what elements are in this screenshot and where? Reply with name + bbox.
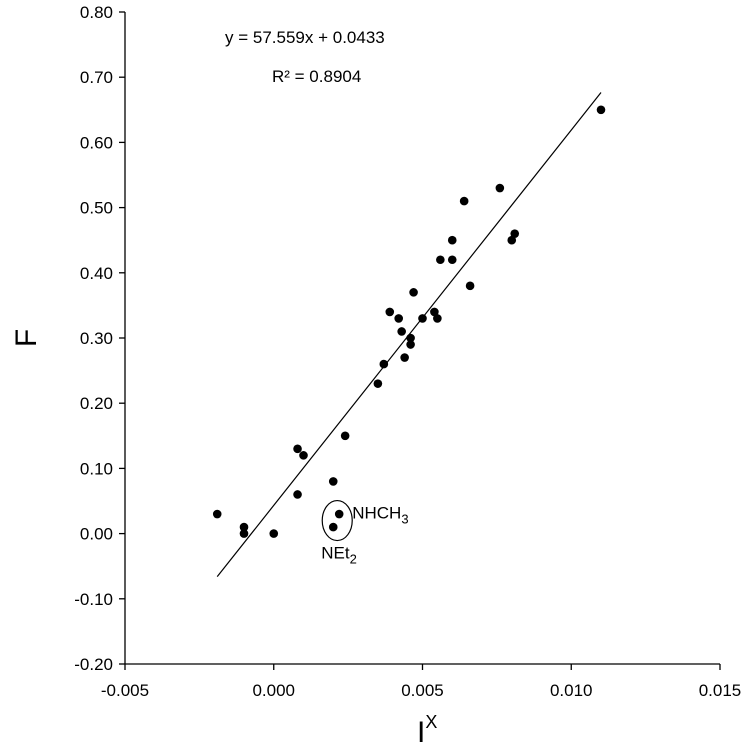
y-ticks: -0.20 -0.10 0.00 0.10 0.20 0.30 0.40 0.50 0.60 0.… bbox=[74, 3, 125, 674]
y-tick-label: 0.60 bbox=[80, 133, 113, 152]
data-point bbox=[293, 490, 302, 499]
data-point bbox=[394, 314, 404, 323]
x-axis-title-sup: X bbox=[425, 712, 437, 732]
data-point bbox=[406, 333, 415, 343]
data-point bbox=[430, 307, 439, 317]
r-squared: R² = 0.8904 bbox=[272, 67, 361, 86]
y-axis-title: F bbox=[10, 329, 43, 347]
data-point bbox=[418, 314, 427, 323]
data-point bbox=[507, 235, 517, 245]
circled-points-highlight bbox=[321, 499, 353, 542]
data-point bbox=[465, 281, 475, 291]
data-point bbox=[379, 359, 389, 369]
data-point bbox=[596, 105, 606, 115]
x-tick-label: 0.010 bbox=[550, 681, 593, 700]
data-point bbox=[269, 529, 279, 538]
x-tick-label: 0.000 bbox=[252, 681, 295, 700]
x-tick-label: -0.005 bbox=[101, 681, 149, 700]
y-tick-label: 0.50 bbox=[80, 199, 113, 218]
y-tick-label: 0.40 bbox=[80, 264, 113, 283]
data-point bbox=[328, 522, 338, 532]
data-point bbox=[328, 477, 338, 486]
data-point bbox=[409, 288, 418, 297]
y-tick-label: -0.10 bbox=[74, 590, 113, 609]
data-point bbox=[239, 529, 249, 538]
data-point bbox=[397, 327, 406, 336]
x-tick-label: 0.015 bbox=[699, 681, 742, 700]
point-label-nhch3-sub: 3 bbox=[401, 512, 408, 527]
y-tick-label: 0.20 bbox=[80, 394, 113, 413]
data-point bbox=[436, 255, 445, 265]
x-tick-label: 0.005 bbox=[401, 681, 444, 700]
y-tick-label: 0.10 bbox=[80, 459, 113, 478]
data-point bbox=[299, 451, 308, 460]
axes bbox=[124, 12, 720, 665]
y-tick-label: 0.80 bbox=[80, 3, 113, 22]
data-point bbox=[212, 509, 222, 519]
point-label-net2-sub: 2 bbox=[350, 552, 357, 567]
data-point bbox=[340, 431, 350, 441]
data-point bbox=[459, 196, 469, 206]
data-point bbox=[433, 314, 442, 323]
data-point bbox=[447, 235, 457, 245]
y-tick-label: -0.20 bbox=[74, 655, 113, 674]
point-label-nhch3: NHCH3 bbox=[352, 504, 408, 527]
data-point bbox=[495, 183, 505, 193]
data-point bbox=[334, 509, 344, 519]
data-points bbox=[212, 105, 606, 538]
data-point bbox=[293, 444, 302, 454]
point-label-net2-main: NEt bbox=[321, 544, 350, 563]
data-point bbox=[373, 379, 383, 388]
data-point bbox=[239, 522, 249, 532]
regression-equation: y = 57.559x + 0.0433 bbox=[225, 28, 385, 47]
data-point bbox=[385, 307, 395, 317]
x-axis-title: IX bbox=[417, 712, 437, 748]
x-axis-title-main: I bbox=[417, 716, 425, 748]
y-tick-label: 0.70 bbox=[80, 68, 113, 87]
data-point bbox=[400, 353, 409, 362]
point-label-nhch3-main: NHCH bbox=[352, 504, 401, 523]
point-label-net2: NEt2 bbox=[321, 544, 357, 567]
data-point bbox=[510, 229, 520, 238]
y-tick-label: 0.30 bbox=[80, 329, 113, 348]
data-point bbox=[447, 255, 457, 265]
y-tick-label: 0.00 bbox=[80, 525, 113, 544]
x-ticks: -0.005 0.000 0.005 0.010 0.015 bbox=[101, 664, 741, 700]
data-point bbox=[406, 340, 415, 349]
